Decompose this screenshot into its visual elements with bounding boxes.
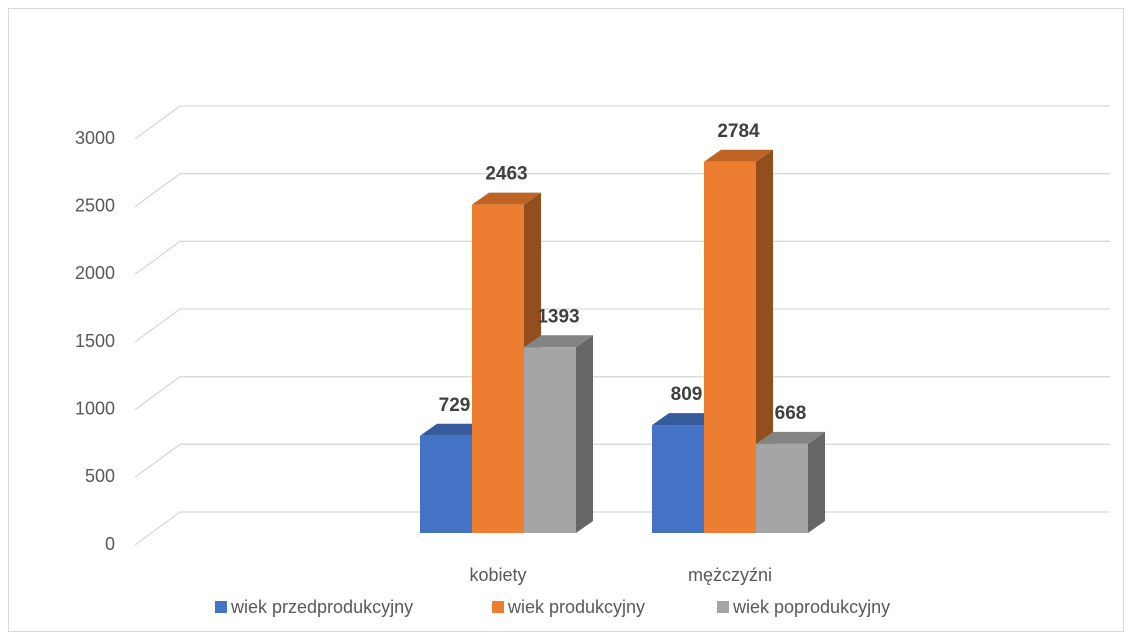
bar-front [420,435,472,533]
legend-label: wiek produkcyjny [507,597,645,617]
bar-front [652,425,704,533]
grid-line [134,240,1110,275]
bar [756,431,825,533]
y-tick-label: 500 [85,466,115,486]
y-tick-label: 0 [105,534,115,554]
bar-top [652,413,721,426]
x-tick-label: kobiety [469,565,526,585]
bar-side [808,431,825,533]
bar-top [524,335,593,348]
bar-front [472,204,524,533]
legend-swatch [215,601,227,613]
legend-label: wiek przedprodukcyjny [230,597,413,617]
bar-top [420,423,489,436]
y-tick-label: 1000 [75,398,115,418]
legend-swatch [492,601,504,613]
legend-label: wiek poprodukcyjny [732,597,890,617]
data-label: 2784 [717,121,760,142]
x-tick-label: mężczyźni [688,565,772,585]
bar-top [472,192,541,205]
data-label: 729 [439,395,471,416]
bar-top [704,149,773,162]
bar-front [756,443,808,533]
grid-line [134,376,1110,411]
data-label: 2463 [485,164,527,185]
data-label: 1393 [537,306,579,327]
bar-front [704,161,756,534]
grid-line [134,173,1110,208]
grid-line [134,105,1110,140]
legend-swatch [717,601,729,613]
bar-front [524,347,576,533]
y-tick-label: 2500 [75,195,115,215]
y-tick-label: 1500 [75,331,115,351]
data-label: 809 [671,384,703,405]
bar [524,335,593,533]
bar-top [756,431,825,444]
y-tick-label: 2000 [75,263,115,283]
y-tick-label: 3000 [75,128,115,148]
data-label: 668 [775,403,807,424]
grid-line [134,308,1110,343]
bar-side [576,335,593,533]
